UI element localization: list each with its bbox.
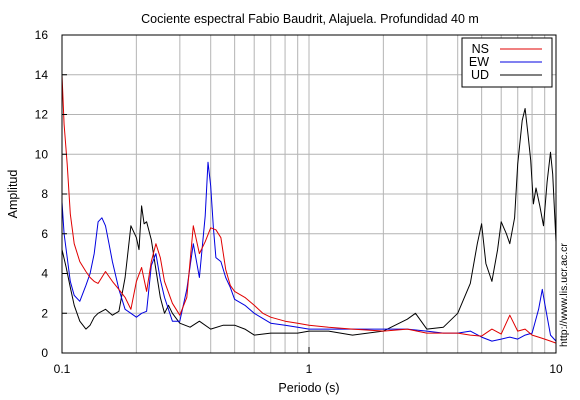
- series-line-ud: [61, 108, 557, 336]
- y-tick-label: 6: [41, 227, 48, 241]
- y-tick-label: 14: [35, 68, 49, 82]
- y-tick-label: 12: [35, 108, 49, 122]
- axis-ticks: 0 2 4 6 8 10 12 14 16 0.1 1 10: [35, 28, 563, 376]
- legend-label-ns: NS: [472, 42, 489, 56]
- series-layer: [61, 74, 557, 344]
- chart-title: Cociente espectral Fabio Baudrit, Alajue…: [141, 12, 479, 26]
- y-tick-label: 4: [41, 267, 48, 281]
- x-axis-label: Periodo (s): [278, 381, 339, 395]
- series-line-ns: [61, 74, 557, 344]
- legend-label-ud: UD: [471, 68, 489, 82]
- x-tick-label: 1: [306, 362, 313, 376]
- y-tick-label: 16: [35, 28, 49, 42]
- series-line-ew: [61, 161, 557, 342]
- legend-label-ew: EW: [469, 55, 489, 69]
- y-tick-label: 8: [41, 187, 48, 201]
- x-tick-label: 0.1: [54, 362, 71, 376]
- credit-url: http://www.lis.ucr.ac.cr: [558, 243, 570, 347]
- y-tick-label: 10: [35, 147, 49, 161]
- y-axis-label: Amplitud: [6, 170, 20, 219]
- x-tick-label: 10: [549, 362, 563, 376]
- y-tick-label: 0: [41, 346, 48, 360]
- grid: [62, 35, 556, 353]
- y-tick-label: 2: [41, 306, 48, 320]
